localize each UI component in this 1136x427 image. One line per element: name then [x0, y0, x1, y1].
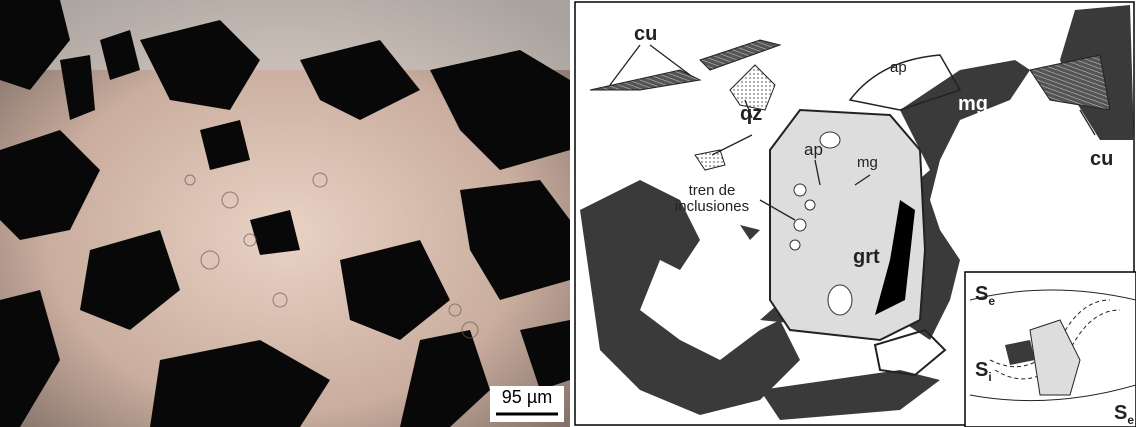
label: tren de	[689, 182, 736, 199]
label: mg	[958, 93, 988, 115]
label: inclusiones	[675, 198, 749, 215]
scale-bar-label: 95 µm	[502, 387, 552, 407]
label: cu	[634, 23, 657, 45]
label: ap	[804, 140, 823, 159]
sketch: cu qz ap mg cu ap mg tren de inclusiones…	[575, 2, 1136, 427]
page: 95 µm cu qz ap mg	[0, 0, 1136, 427]
label: ap	[890, 59, 907, 76]
label: cu	[1090, 148, 1113, 170]
inset: Se Si Se	[965, 272, 1136, 427]
figure: 95 µm cu qz ap mg	[0, 0, 1136, 427]
photomicrograph: 95 µm	[0, 0, 570, 427]
label: grt	[853, 246, 880, 268]
label: qz	[740, 103, 762, 125]
label: mg	[857, 154, 878, 171]
